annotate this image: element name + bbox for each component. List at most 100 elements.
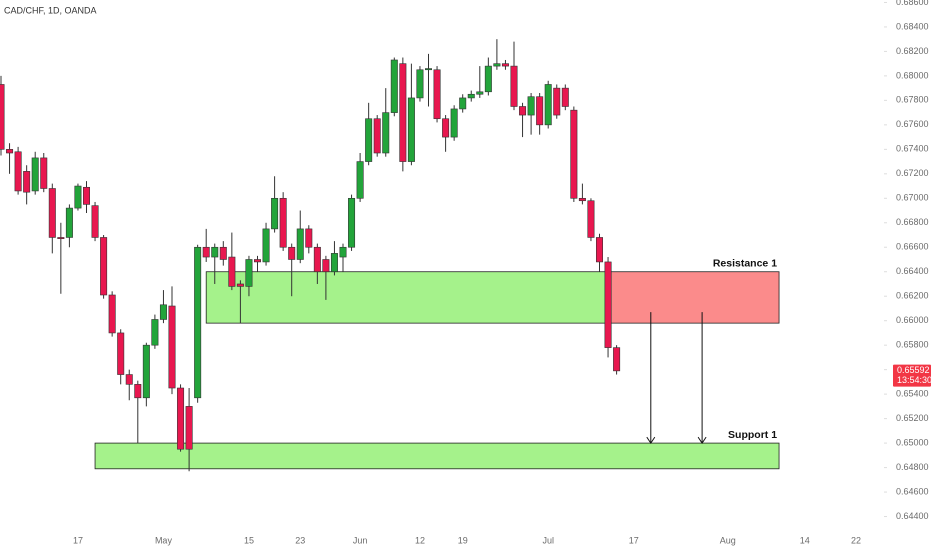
candle-body — [313, 246, 321, 273]
y-tick-label: 0.65200 — [896, 413, 929, 423]
candle-body — [305, 228, 313, 248]
candle-body — [604, 261, 612, 348]
y-tick-label: 0.65000 — [896, 437, 929, 447]
candle-body — [390, 59, 398, 113]
price-countdown: 13:54:30 — [897, 375, 932, 385]
x-tick-label: 19 — [458, 535, 468, 545]
chart-title: CAD/CHF, 1D, OANDA — [4, 5, 97, 15]
x-tick-label: Jun — [353, 535, 368, 545]
candle-body — [373, 118, 381, 154]
candle-body — [271, 197, 279, 230]
arrow-head — [646, 436, 656, 444]
candle-body — [476, 91, 484, 95]
candle-body — [74, 185, 82, 209]
zone — [94, 442, 780, 470]
price-label: 0.65592 — [897, 365, 930, 375]
candle-body — [31, 157, 39, 192]
x-tick-label: Aug — [720, 535, 736, 545]
y-tick-label: 0.67800 — [896, 95, 929, 105]
candle-body — [365, 118, 373, 162]
candle-body — [399, 63, 407, 162]
candle-body — [510, 65, 518, 107]
candle-body — [442, 118, 450, 138]
candle-body — [14, 151, 22, 192]
candle-body — [519, 106, 527, 116]
candle-body — [553, 87, 561, 116]
candle-body — [424, 68, 432, 71]
candle-body — [433, 69, 441, 120]
candle-body — [578, 197, 586, 202]
y-tick-label: 0.68400 — [896, 21, 929, 31]
candle-body — [236, 283, 244, 287]
candle-body — [356, 161, 364, 199]
candle-body — [6, 149, 14, 154]
y-tick-label: 0.67200 — [896, 168, 929, 178]
candle-body — [467, 93, 475, 99]
x-tick-label: May — [155, 535, 173, 545]
candle-body — [125, 374, 133, 385]
y-tick-label: 0.67600 — [896, 119, 929, 129]
x-tick-label: 12 — [415, 535, 425, 545]
candle-body — [83, 186, 91, 205]
x-tick-label: 23 — [295, 535, 305, 545]
candle-body — [159, 304, 167, 320]
y-tick-label: 0.68200 — [896, 46, 929, 56]
candle-body — [228, 256, 236, 287]
y-tick-label: 0.64400 — [896, 511, 929, 521]
candle-body — [527, 96, 535, 116]
zone-label: Support 1 — [728, 429, 777, 441]
candle-body — [416, 69, 424, 99]
y-tick-label: 0.64800 — [896, 462, 929, 472]
candle-body — [100, 237, 108, 296]
candle-body — [57, 237, 65, 239]
candle-body — [348, 197, 356, 248]
candle-body — [339, 246, 347, 258]
y-tick-label: 0.65800 — [896, 340, 929, 350]
x-tick-label: 17 — [629, 535, 639, 545]
x-tick-label: 15 — [244, 535, 254, 545]
x-tick-label: 14 — [800, 535, 810, 545]
candle-body — [177, 387, 185, 450]
y-tick-label: 0.67000 — [896, 193, 929, 203]
y-tick-label: 0.68600 — [896, 0, 929, 7]
candle-body — [382, 112, 390, 154]
candle-body — [142, 344, 150, 399]
candle-body — [322, 259, 330, 273]
candle-body — [330, 253, 338, 273]
y-tick-label: 0.66800 — [896, 217, 929, 227]
candle-body — [48, 188, 56, 238]
y-tick-label: 0.68000 — [896, 70, 929, 80]
candle-body — [288, 246, 296, 260]
price-label-box — [893, 364, 931, 387]
candle-body — [117, 332, 125, 375]
candle-body — [168, 305, 176, 389]
candle-body — [194, 246, 202, 399]
candle-body — [65, 207, 73, 238]
y-tick-label: 0.66400 — [896, 266, 929, 276]
candle-body — [407, 97, 415, 162]
candle-body — [296, 228, 304, 260]
candle-body — [211, 246, 219, 258]
candle-body — [185, 406, 193, 450]
y-tick-label: 0.66200 — [896, 291, 929, 301]
y-tick-label: 0.66600 — [896, 242, 929, 252]
candle-body — [459, 97, 467, 110]
candle-body — [108, 294, 116, 334]
zone-label: Resistance 1 — [713, 258, 777, 270]
candle-body — [501, 63, 509, 67]
candle-body — [262, 228, 270, 263]
candle-body — [484, 65, 492, 93]
candle-body — [245, 259, 253, 287]
candle-body — [151, 319, 159, 346]
candle-body — [595, 237, 603, 263]
candle-body — [544, 84, 552, 126]
candle-body — [134, 384, 142, 399]
candle-body — [536, 96, 544, 126]
candle-body — [279, 197, 287, 248]
x-tick-label: Jul — [542, 535, 554, 545]
candle-body — [254, 259, 262, 263]
candle-body — [23, 171, 31, 193]
x-tick-label: 17 — [73, 535, 83, 545]
candle-body — [570, 109, 578, 199]
